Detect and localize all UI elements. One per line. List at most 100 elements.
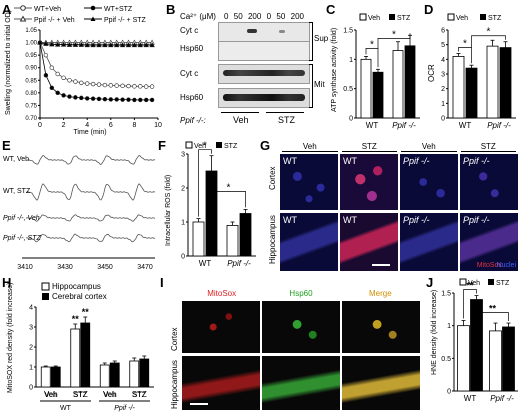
g-tile-label: Ppif -/-: [463, 215, 490, 225]
a-xtick-label: 10: [154, 122, 162, 129]
e-trace-2: [25, 214, 156, 222]
f-sig-bracket: [211, 191, 246, 208]
blot-cytc-mit: [218, 64, 310, 84]
a-xtick-label: 6: [109, 122, 113, 129]
panel-f-legend-veh: Veh: [194, 143, 206, 150]
a-point-3: [37, 39, 43, 45]
e-tick-3450: 3450: [97, 264, 113, 271]
d-plot-bar: [499, 47, 512, 119]
i-scale-bar: [190, 403, 208, 405]
g-tile-label: WT: [283, 215, 297, 225]
frac-mit: Mit: [314, 80, 325, 89]
a-ytick-label: 0.85: [25, 78, 37, 84]
i-col-headers: MitoSox Hsp60 Merge: [182, 289, 420, 298]
h-plot-bar: [129, 360, 140, 388]
h-plot-ytick-label: 1: [29, 365, 33, 372]
i-tile-hippo-merge: [342, 356, 420, 410]
row-label-hsp60-sup: Hsp60: [180, 44, 204, 53]
h-plot-xtick-label: Veh: [44, 390, 58, 399]
ca-label: Ca²⁺ (μM): [180, 12, 216, 21]
a-point-3: [149, 42, 155, 48]
legend-wt-stz: WT+STZ: [104, 6, 133, 13]
f-sig-mark: *: [227, 182, 231, 193]
panel-c-chart: 0 0.5 1 1.5 WT Ppif -/- * * Veh STZ ATP synthas…: [331, 13, 420, 130]
a-point-1: [79, 95, 84, 101]
h-sig-mark: **: [82, 307, 90, 317]
d-plot-xtick-label: Ppif -/-: [487, 121, 511, 130]
panel-g: Veh STZ Veh STZ Cortex Hippocampus WT WT…: [260, 138, 520, 275]
a-point-1: [102, 96, 108, 102]
panel-label-e: E: [2, 138, 11, 153]
a-point-1: [144, 97, 149, 103]
e-tick-3410: 3410: [17, 264, 33, 271]
g-col-veh-1: Veh: [282, 142, 338, 152]
g-col-stz-2: STZ: [460, 142, 516, 152]
group-veh: Veh: [233, 115, 249, 125]
a-point-3: [60, 41, 67, 47]
a-ytick-label: 1.00: [25, 41, 37, 47]
h-xtick-label: STZ: [74, 392, 88, 399]
row-label-hsp60-mit: Hsp60: [180, 93, 204, 102]
h-plot-bar: [109, 362, 120, 388]
a-point-3: [131, 42, 138, 48]
panel-a-legend: WT+Veh WT+STZ Ppif -/- + Veh Ppif -/- + …: [14, 5, 147, 24]
h-plot-ytick-label: 4: [29, 305, 33, 312]
j-sig-bracket: [463, 289, 477, 319]
panel-j-chart: 0 0.5 1 1.5 WT Ppif -/- ** ** Veh STZ HNE densi…: [431, 278, 518, 403]
panel-a-chart: 0.700.750.800.850.900.951.001.050 2 4 6 8 10 …: [5, 5, 162, 136]
a-point-1: [114, 97, 119, 102]
a-point-1: [61, 93, 66, 98]
a-point-3: [108, 42, 114, 48]
a-point-0: [126, 83, 131, 89]
f-plot-ytick-label: 3: [181, 152, 185, 159]
panel-label-g: G: [260, 138, 271, 153]
panel-label-d: D: [424, 2, 434, 17]
row-label-cytc-sup: Cyt c: [180, 26, 199, 35]
d-plot-ytick-label: 2: [441, 86, 445, 93]
a-point-0: [96, 82, 102, 87]
a-point-1: [73, 95, 78, 100]
conc-row: 0 50 200 0 50 200: [224, 12, 304, 21]
h-plot-ytick-label: 2: [29, 345, 33, 352]
c-sig-mark: *: [392, 29, 396, 40]
a-point-1: [43, 73, 49, 78]
panel-h-legend-cortex: Cerebral cortex: [52, 292, 107, 301]
legend-wt-veh: WT+Veh: [34, 6, 61, 13]
a-ytick-label: 0.70: [25, 116, 37, 122]
i-col-merge: Merge: [368, 289, 392, 298]
a-point-1: [55, 90, 60, 96]
j-plot-ytick-label: 0.5: [441, 356, 451, 363]
h-plot-xtick-label: STZ: [73, 390, 88, 399]
a-point-0: [120, 83, 125, 89]
j-plot-xtick-label: WT: [464, 394, 477, 403]
a-xtick-label: 2: [62, 122, 66, 129]
c-plot-xtick-label: Ppif -/-: [392, 121, 416, 130]
f-plot-bar: [192, 221, 205, 257]
conc-2: 200: [247, 12, 262, 21]
a-point-3: [49, 41, 55, 47]
c-sig-bracket: [365, 48, 379, 68]
panel-e-chart: WT, Veh WT, STZ Ppif -/-, Veh Ppif -/-, …: [3, 155, 156, 271]
h-xtick-label: STZ: [133, 392, 147, 399]
h-plot-ytick-label: 0: [29, 385, 33, 392]
j-plot-ytick-label: 1: [447, 323, 451, 330]
g-tile-hippo-wt-veh: WT: [280, 213, 338, 271]
j-plot-ytick-label: 1.5: [441, 291, 451, 298]
frac-sup: Sup: [314, 34, 329, 43]
a-point-0: [79, 80, 84, 86]
g-tile-label: WT: [283, 156, 297, 166]
panel-j-ylabel: HNE density (fold increase): [431, 290, 438, 375]
a-point-0: [102, 82, 108, 88]
panel-d-chart: 0 1 2 3 4 5 6 WT Ppif -/- * * Veh STZ OCR: [427, 13, 516, 130]
e-trace-1: [25, 183, 156, 201]
a-point-0: [108, 83, 114, 88]
a-point-0: [73, 79, 78, 84]
i-tile-cortex-mitosox: [182, 301, 260, 353]
panel-label-j: J: [426, 275, 434, 290]
i-tile-hippo-hsp60: [262, 356, 340, 410]
a-point-0: [90, 81, 96, 87]
trace-label-ppif-stz: Ppif -/-, STZ: [3, 235, 41, 242]
a-point-1: [132, 97, 137, 103]
panel-a-ylabel: Swelling (normalized to initial OD): [5, 10, 12, 115]
j-plot-bar: [470, 299, 483, 392]
